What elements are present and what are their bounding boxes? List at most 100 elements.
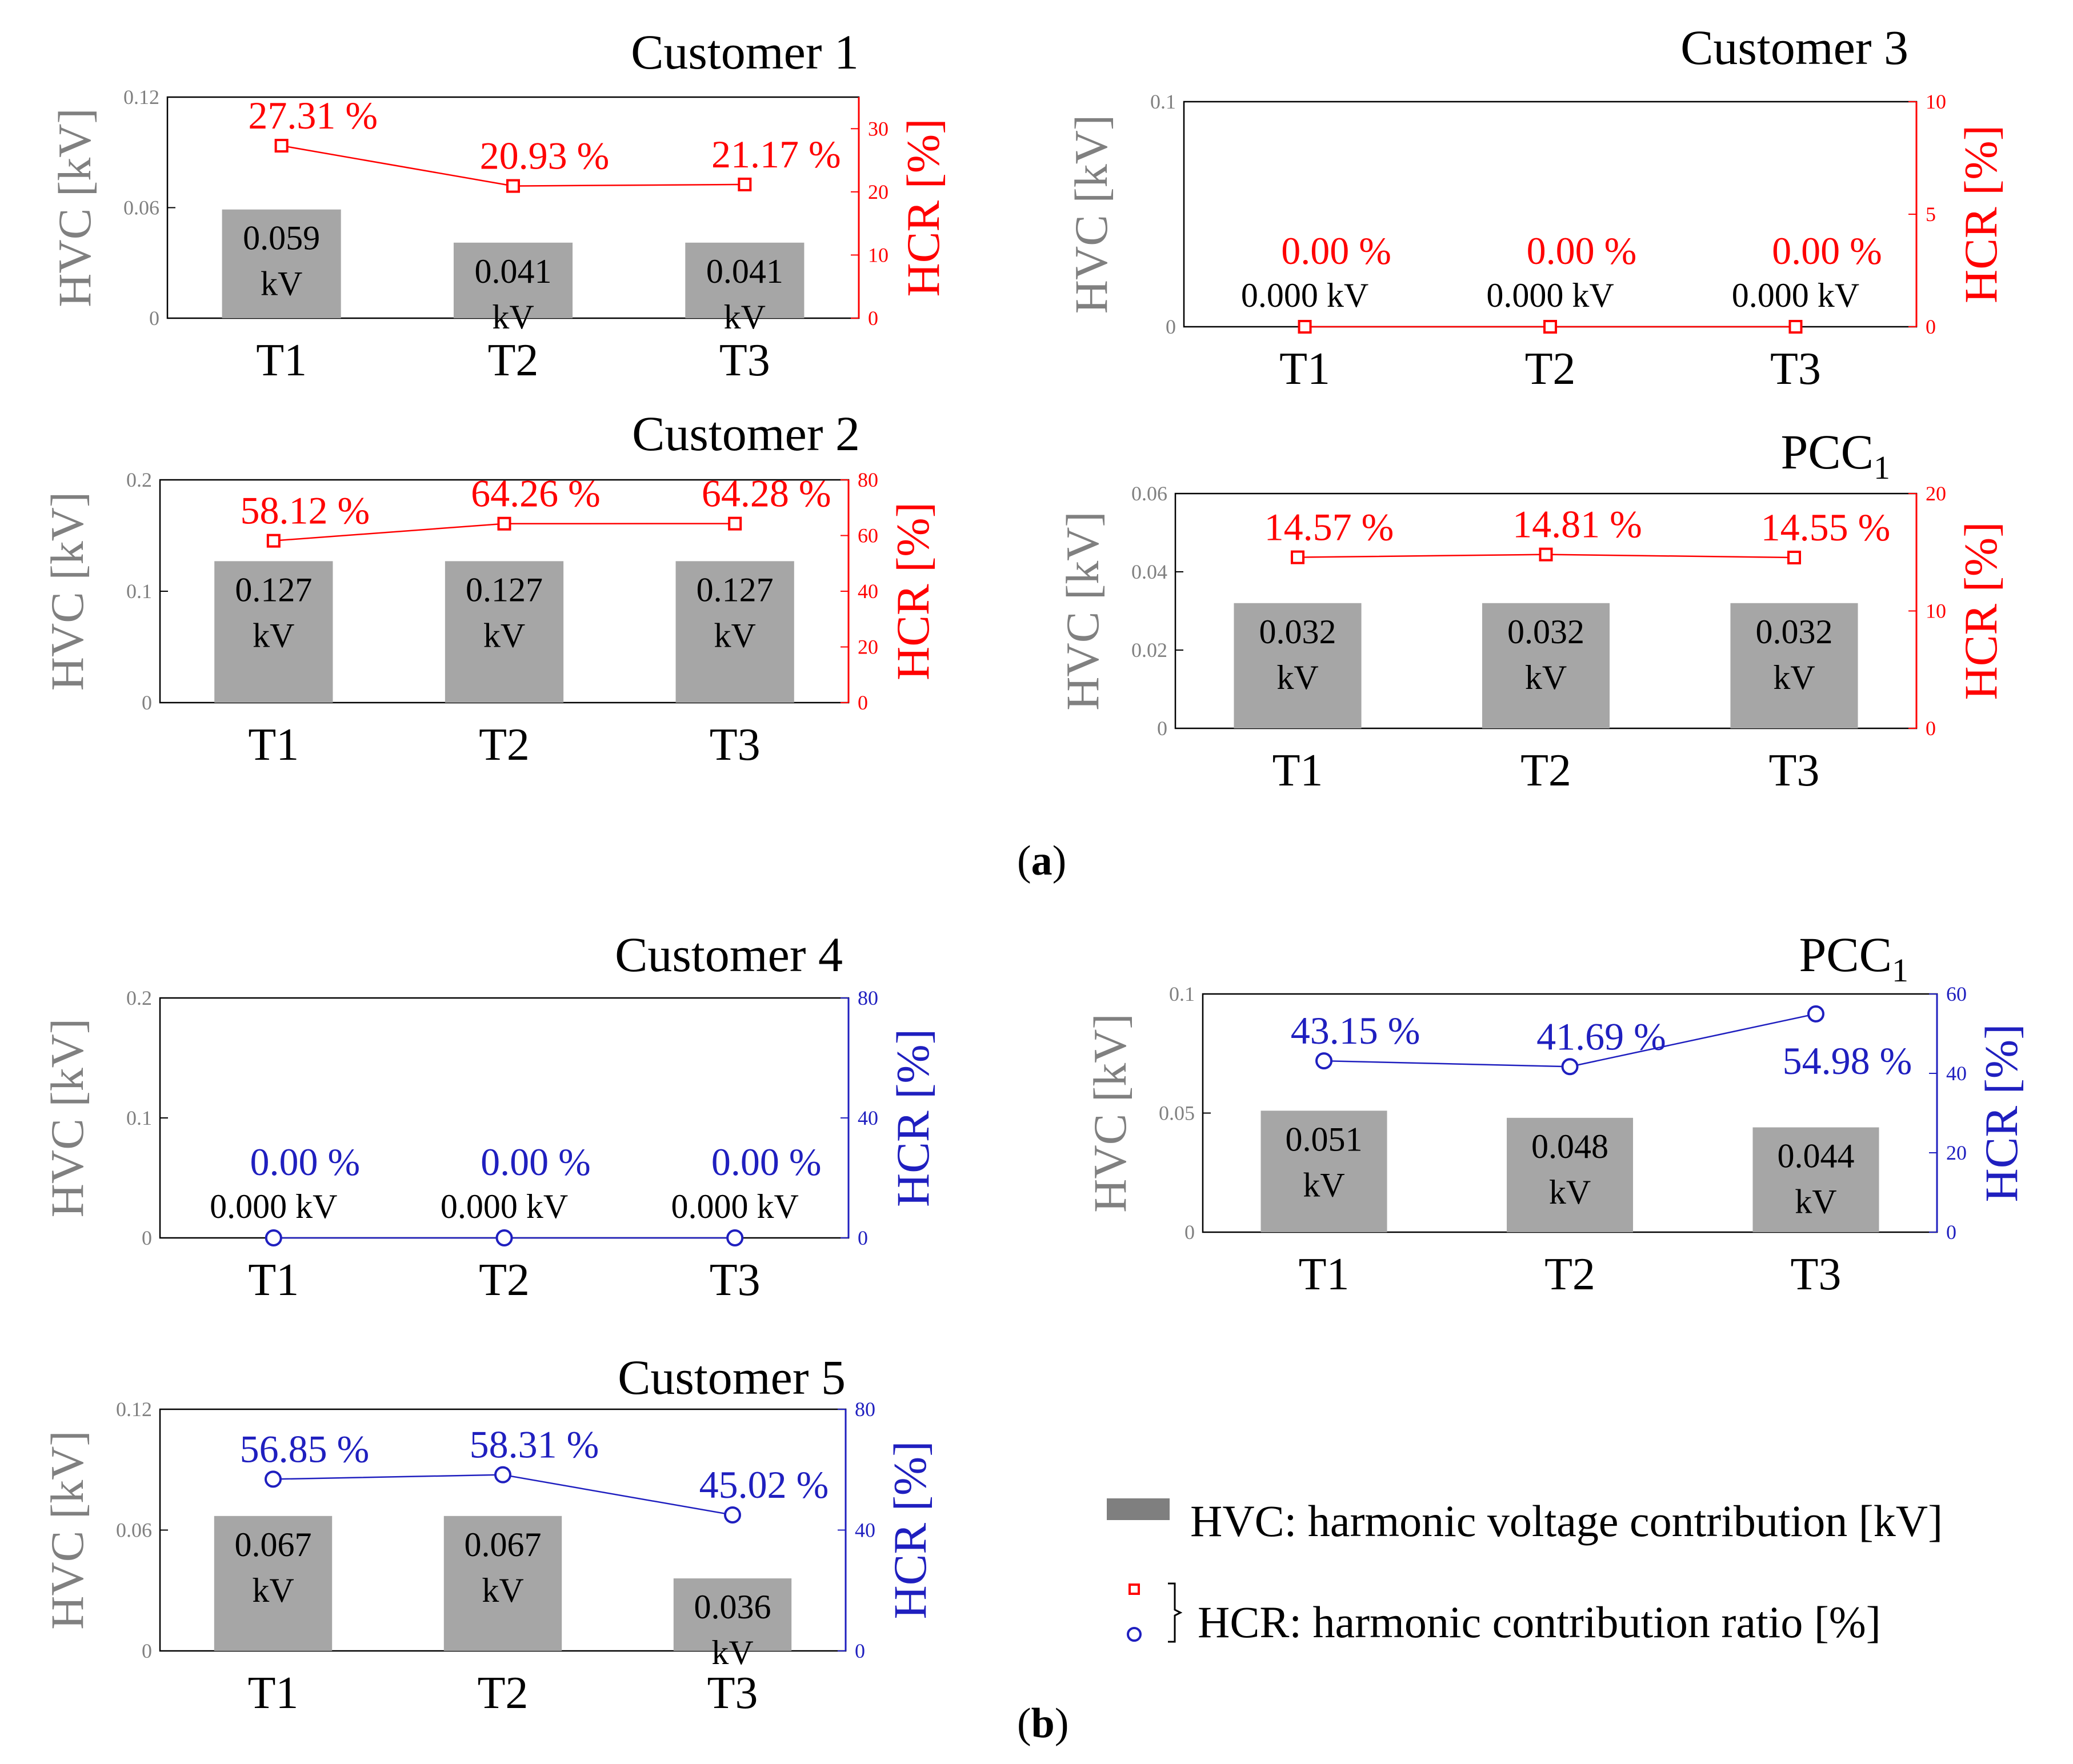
x-tick-label-T1: T1 xyxy=(1299,1249,1350,1300)
x-tick-label-T2: T2 xyxy=(479,1255,530,1305)
hcr-marker xyxy=(266,534,281,548)
left-tick-label: 0.06 xyxy=(1131,482,1167,505)
chart-a-customer3: 0 0.1 0 5 10 HVC [kV] HCR [%] Customer 3 0.000 k… xyxy=(1065,20,2007,394)
y-axis-label-right: HCR [%] xyxy=(897,118,949,296)
hcr-value-label: 54.98 % xyxy=(1783,1039,1912,1083)
left-tick-label: 0 xyxy=(149,307,159,330)
legend-hvc-swatch xyxy=(1107,1498,1170,1520)
x-tick-label-T3: T3 xyxy=(1770,344,1821,394)
bar-value-label: 0.067 xyxy=(465,1526,542,1563)
right-tick-label: 10 xyxy=(868,243,889,266)
bar-unit-label: kV xyxy=(261,265,302,303)
right-tick-label: 40 xyxy=(855,1519,875,1542)
bar-value-label: 0.000 kV xyxy=(671,1188,799,1225)
legend-hvc-label: HVC: harmonic voltage contribution [kV] xyxy=(1190,1496,1943,1546)
y-axis-label-left: HVC [kV] xyxy=(41,1430,93,1629)
right-tick-label: 10 xyxy=(1926,90,1946,113)
left-tick-label: 0.12 xyxy=(123,86,159,109)
y-axis-label-left: HVC [kV] xyxy=(49,108,101,307)
x-tick-label-T2: T2 xyxy=(478,1668,529,1718)
caption-a-letter: a xyxy=(1031,837,1052,884)
y-axis-label-right: HCR [%] xyxy=(887,1029,939,1207)
left-tick-label: 0.1 xyxy=(126,1106,152,1129)
y-axis-label-right: HCR [%] xyxy=(1975,1024,2027,1202)
chart-title: Customer 1 xyxy=(631,25,859,79)
hcr-marker xyxy=(1539,547,1553,562)
left-tick-label: 0 xyxy=(142,1639,152,1662)
chart-title: Customer 2 xyxy=(632,406,860,461)
hcr-value-label: 56.85 % xyxy=(240,1427,370,1470)
bar-unit-label: kV xyxy=(714,616,756,654)
chart-title-subscript: 1 xyxy=(1892,952,1908,989)
bar-unit-label: kV xyxy=(252,1571,294,1609)
bar-unit-label: kV xyxy=(1549,1173,1591,1211)
bar-unit-label: kV xyxy=(253,616,294,654)
right-tick-label: 0 xyxy=(1926,315,1936,338)
right-tick-label: 0 xyxy=(858,691,868,714)
bar-T3 xyxy=(685,242,805,318)
hcr-marker xyxy=(1298,320,1312,334)
bar-T1 xyxy=(214,561,333,703)
bar-value-label: 0.000 kV xyxy=(1486,276,1614,314)
bar-T1 xyxy=(214,1516,333,1651)
y-axis-label-right: HCR [%] xyxy=(884,1441,936,1619)
y-axis-label-left: HVC [kV] xyxy=(1065,115,1117,314)
x-tick-label-T1: T1 xyxy=(256,335,307,386)
chart-title: PCC1 xyxy=(1780,424,1890,486)
x-tick-label-T2: T2 xyxy=(488,335,539,386)
hcr-marker xyxy=(265,1470,282,1488)
hcr-value-label: 0.00 % xyxy=(711,1140,822,1184)
right-tick-label: 5 xyxy=(1926,203,1936,226)
bar-T1 xyxy=(1260,1110,1387,1232)
hcr-marker xyxy=(274,139,289,153)
x-tick-label-T3: T3 xyxy=(1769,745,1820,796)
bar-unit-label: kV xyxy=(1525,659,1567,696)
left-tick-label: 0.06 xyxy=(123,197,159,219)
left-tick-label: 0.2 xyxy=(126,987,152,1009)
bar-T3 xyxy=(1730,603,1858,728)
y-axis-label-right: HCR [%] xyxy=(1955,522,2007,700)
x-tick-label-T3: T3 xyxy=(719,335,770,386)
caption-b: (b) xyxy=(1017,1700,1069,1747)
bar-T2 xyxy=(453,242,573,318)
chart-title: PCC1 xyxy=(1799,927,1908,989)
right-tick-label: 10 xyxy=(1926,600,1946,623)
hcr-value-label: 43.15 % xyxy=(1291,1009,1420,1052)
right-tick-label: 60 xyxy=(858,524,878,547)
right-tick-label: 20 xyxy=(858,636,878,659)
bar-value-label: 0.127 xyxy=(466,571,543,608)
bar-unit-label: kV xyxy=(482,1571,523,1609)
bar-value-label: 0.048 xyxy=(1531,1128,1608,1165)
bar-value-label: 0.041 xyxy=(475,252,552,290)
bar-value-label: 0.044 xyxy=(1777,1137,1854,1175)
caption-b-letter: b xyxy=(1031,1700,1055,1747)
bar-value-label: 0.032 xyxy=(1259,613,1336,651)
hcr-marker xyxy=(726,1229,744,1246)
left-tick-label: 0.06 xyxy=(116,1519,152,1542)
hcr-marker xyxy=(497,516,511,531)
left-tick-label: 0.2 xyxy=(126,468,152,491)
y-axis-label-left: HVC [kV] xyxy=(1084,1013,1136,1212)
x-tick-label-T3: T3 xyxy=(710,720,761,770)
x-tick-label-T1: T1 xyxy=(248,1668,299,1718)
right-tick-label: 40 xyxy=(858,1106,878,1129)
x-tick-label-T3: T3 xyxy=(1791,1249,1842,1300)
hcr-marker xyxy=(1315,1052,1333,1070)
x-tick-label-T2: T2 xyxy=(1520,745,1571,796)
hcr-value-label: 41.69 % xyxy=(1536,1015,1666,1058)
right-tick-label: 0 xyxy=(858,1226,868,1249)
chart-title: Customer 3 xyxy=(1680,20,1908,75)
hcr-value-label: 45.02 % xyxy=(699,1463,829,1506)
left-tick-label: 0 xyxy=(1166,315,1176,338)
bar-value-label: 0.127 xyxy=(697,571,774,608)
x-tick-label-T3: T3 xyxy=(710,1255,761,1305)
legend-circle-marker xyxy=(1127,1627,1142,1642)
bar-T3 xyxy=(673,1578,792,1651)
legend-hcr-label: HCR: harmonic contribution ratio [%] xyxy=(1198,1597,1881,1647)
left-tick-label: 0.02 xyxy=(1131,639,1167,662)
right-tick-label: 80 xyxy=(858,468,878,491)
chart-a-customer2: 0 0.1 0.2 0 20 40 60 80 HVC [kV] HCR [%] Customer … xyxy=(41,406,939,770)
bar-T2 xyxy=(1482,603,1610,728)
bar-T2 xyxy=(443,1516,562,1651)
